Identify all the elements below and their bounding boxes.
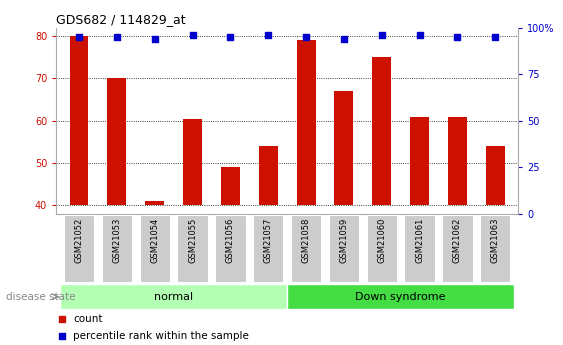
FancyBboxPatch shape bbox=[140, 215, 170, 282]
Bar bbox=[287, 284, 514, 309]
FancyBboxPatch shape bbox=[480, 215, 511, 282]
Text: GSM21057: GSM21057 bbox=[263, 217, 272, 263]
Text: GSM21063: GSM21063 bbox=[491, 217, 500, 263]
Text: GSM21054: GSM21054 bbox=[150, 217, 159, 263]
Point bbox=[302, 34, 311, 40]
Bar bbox=[108, 78, 126, 205]
Text: GSM21053: GSM21053 bbox=[113, 217, 122, 263]
Point bbox=[74, 34, 83, 40]
Text: Down syndrome: Down syndrome bbox=[355, 292, 446, 302]
FancyBboxPatch shape bbox=[329, 215, 359, 282]
Text: normal: normal bbox=[154, 292, 193, 302]
Bar bbox=[145, 201, 164, 205]
Bar bbox=[410, 117, 429, 205]
Bar bbox=[448, 117, 467, 205]
Point bbox=[226, 34, 235, 40]
Text: GSM21059: GSM21059 bbox=[339, 217, 348, 263]
FancyBboxPatch shape bbox=[215, 215, 245, 282]
Bar bbox=[70, 36, 88, 205]
Bar bbox=[486, 146, 504, 205]
FancyBboxPatch shape bbox=[177, 215, 208, 282]
Text: GSM21056: GSM21056 bbox=[226, 217, 235, 263]
Point bbox=[188, 32, 197, 38]
FancyBboxPatch shape bbox=[64, 215, 94, 282]
Point bbox=[453, 34, 462, 40]
Text: GDS682 / 114829_at: GDS682 / 114829_at bbox=[56, 13, 186, 27]
FancyBboxPatch shape bbox=[367, 215, 397, 282]
Bar bbox=[60, 284, 287, 309]
FancyBboxPatch shape bbox=[291, 215, 321, 282]
Bar bbox=[372, 57, 391, 205]
Bar bbox=[297, 40, 315, 205]
Point bbox=[491, 34, 500, 40]
FancyBboxPatch shape bbox=[253, 215, 283, 282]
Bar bbox=[259, 146, 278, 205]
FancyBboxPatch shape bbox=[404, 215, 435, 282]
Point bbox=[377, 32, 386, 38]
Point bbox=[415, 32, 424, 38]
Bar bbox=[183, 119, 202, 205]
Point bbox=[240, 247, 249, 252]
Bar bbox=[221, 167, 240, 205]
Point bbox=[113, 34, 122, 40]
Point bbox=[339, 36, 348, 41]
Text: disease state: disease state bbox=[6, 292, 75, 302]
Text: GSM21061: GSM21061 bbox=[415, 217, 424, 263]
Point bbox=[240, 90, 249, 95]
FancyBboxPatch shape bbox=[102, 215, 132, 282]
FancyBboxPatch shape bbox=[443, 215, 472, 282]
Text: GSM21058: GSM21058 bbox=[302, 217, 311, 263]
Text: count: count bbox=[73, 314, 102, 324]
Point bbox=[150, 36, 159, 41]
Bar bbox=[334, 91, 354, 205]
Text: percentile rank within the sample: percentile rank within the sample bbox=[73, 332, 249, 341]
Text: GSM21062: GSM21062 bbox=[453, 217, 462, 263]
Text: GSM21052: GSM21052 bbox=[74, 217, 83, 263]
Text: GSM21055: GSM21055 bbox=[188, 217, 197, 263]
Point bbox=[263, 32, 272, 38]
Text: GSM21060: GSM21060 bbox=[377, 217, 386, 263]
